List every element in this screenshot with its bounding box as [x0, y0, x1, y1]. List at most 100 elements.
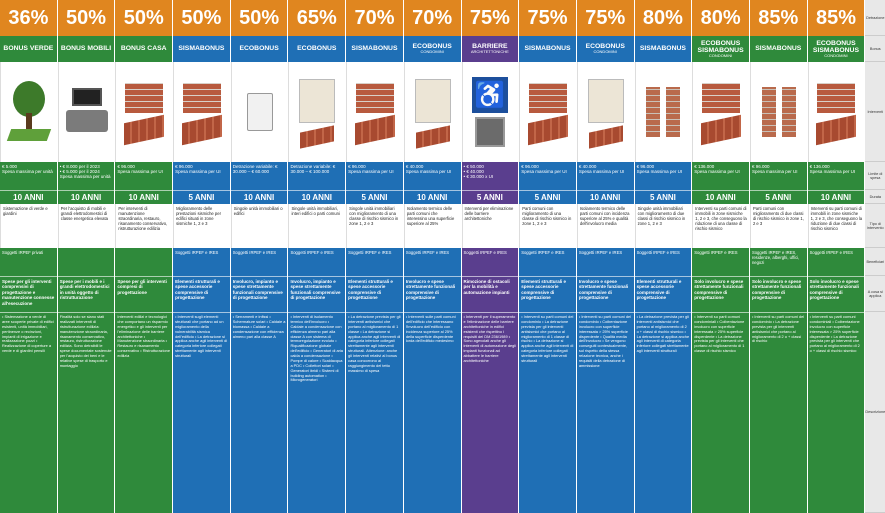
intervention-type: Interventi su parti comuni di immobili i…: [692, 204, 749, 248]
bonus-name: ECOBONUS: [288, 36, 346, 62]
intervention-type: Per l'acquisto di mobili e grandi elettr…: [57, 204, 115, 248]
applies-to: Elementi strutturali e spese accessorie …: [519, 276, 576, 312]
intervention-type: Interventi per eliminazione delle barrie…: [461, 204, 519, 248]
percentage-badge: 65%: [288, 0, 346, 36]
bonus-subtitle: CONDOMINI: [420, 49, 444, 55]
percentage-badge: 70%: [403, 0, 461, 36]
bonus-name: ECOBONUS: [230, 36, 288, 62]
bonus-name: SISMABONUS: [173, 36, 230, 62]
spending-limit: € 96.000 Spesa massima per UI: [346, 162, 403, 190]
house-icon: [124, 83, 165, 146]
beneficiaries: Soggetti IRPEF e IRES: [403, 248, 461, 276]
bonus-title: ECOBONUS SISMABONUS: [697, 39, 744, 54]
wall-icon: [354, 83, 395, 146]
tree-icon: [6, 81, 52, 143]
panel-icon: [299, 79, 336, 149]
bonus-name: ECOBONUS CONDOMINI: [403, 36, 461, 62]
spending-limit: € 96.000 Spesa massima per UI: [749, 162, 807, 190]
bonus-column: 50% ECOBONUS Detrazione variabile: € 30.00…: [230, 0, 289, 513]
bonus-name: SISMABONUS: [749, 36, 807, 62]
bonus-title: BARRIERE: [472, 43, 508, 51]
percentage-badge: 75%: [576, 0, 634, 36]
boiler-icon: [246, 93, 273, 131]
intervention-image: [173, 62, 230, 162]
bonus-title: SISMABONUS: [639, 45, 686, 53]
spending-limit: € 96.000 Spesa massima per UI: [173, 162, 230, 190]
bonus-title: SISMABONUS: [524, 45, 571, 53]
beneficiaries: [57, 248, 115, 276]
wall-icon: [701, 83, 742, 146]
intervention-image: [230, 62, 288, 162]
description: • Interventi su parti comuni del condomi…: [749, 312, 807, 513]
spending-limit: € 40.000 Spesa massima per UI: [403, 162, 461, 190]
spending-limit: • € 8.000 per il 2023 • € 5.000 per il 2…: [57, 162, 115, 190]
intervention-type: Parti comuni con miglioramento di una cl…: [519, 204, 576, 248]
row-label-pct: Detrazione: [865, 0, 885, 36]
beneficiaries: Soggetti IRPEF e IRES, residenze, alberg…: [749, 248, 807, 276]
bonus-column: 75% BARRIERE ARCHITETTONICHE ♿ • € 50.000 • …: [461, 0, 520, 513]
intervention-type: Singole unità immobiliari con migliorame…: [634, 204, 692, 248]
duration: 10 ANNI: [115, 190, 173, 204]
beneficiaries: Soggetti IRPEF e IRES: [288, 248, 346, 276]
bonus-subtitle: CONDOMINI: [593, 49, 617, 55]
beneficiaries: [115, 248, 173, 276]
bonus-name: BONUS CASA: [115, 36, 173, 62]
percentage-badge: 85%: [807, 0, 865, 36]
bonus-column: 85% SISMABONUS € 96.000 Spesa massima per …: [749, 0, 808, 513]
bonus-column: 75% ECOBONUS CONDOMINI € 40.000 Spesa massi…: [576, 0, 635, 513]
intervention-image: [403, 62, 461, 162]
intervention-image: [115, 62, 173, 162]
intervention-type: Sistemazione di verde e giardini: [0, 204, 57, 248]
spending-limit: Detrazione variabile: € 30.000 – € 100.0…: [288, 162, 346, 190]
bonus-name: SISMABONUS: [634, 36, 692, 62]
intervention-image: [692, 62, 749, 162]
beneficiaries: Soggetti IRPEF privati: [0, 248, 57, 276]
intervention-type: Miglioramento delle prestazioni sismiche…: [173, 204, 230, 248]
description: • Interventi su parti comuni del condomi…: [576, 312, 634, 513]
applies-to: Involucro e spese strettamente funzional…: [403, 276, 461, 312]
bonus-title: ECOBONUS: [585, 43, 625, 51]
bonus-title: ECOBONUS SISMABONUS: [812, 39, 859, 54]
description: • Interventi sugli elementi strutturali …: [173, 312, 230, 513]
description: • Interventi di isolamento termico dell'…: [288, 312, 346, 513]
bonus-name: ECOBONUS SISMABONUS CONDOMINI: [807, 36, 865, 62]
percentage-badge: 50%: [57, 0, 115, 36]
applies-to: Solo involucro e spese strettamente funz…: [692, 276, 749, 312]
description: • Interventi su parti comuni condominial…: [807, 312, 865, 513]
bonus-name: ECOBONUS CONDOMINI: [576, 36, 634, 62]
duration: 10 ANNI: [692, 190, 749, 204]
duration: 5 ANNI: [634, 190, 692, 204]
intervention-image: [807, 62, 865, 162]
bonus-column: 75% SISMABONUS € 96.000 Spesa massima per …: [519, 0, 577, 513]
wall-icon: [181, 83, 222, 146]
column-icon: [761, 87, 796, 137]
applies-to: Spese per gli interventi comprensivi di …: [0, 276, 57, 312]
percentage-badge: 50%: [230, 0, 288, 36]
spending-limit: € 40.000 Spesa massima per UI: [576, 162, 634, 190]
bonus-column: 85% ECOBONUS SISMABONUS CONDOMINI € 136.000…: [807, 0, 866, 513]
applies-to: Elementi strutturali e spese accessorie …: [173, 276, 230, 312]
bonus-title: BONUS CASA: [120, 45, 167, 53]
intervention-type: Isolamento termico delle parti comuni ch…: [403, 204, 461, 248]
intervention-type: Singole unità immobiliari o edifici: [230, 204, 288, 248]
intervention-image: [576, 62, 634, 162]
intervention-image: [346, 62, 403, 162]
bonus-column: 50% BONUS MOBILI • € 8.000 per il 2023 • €…: [57, 0, 116, 513]
description: • Sistemazione a verde di aree scoperte …: [0, 312, 57, 513]
bonus-title: ECOBONUS: [239, 45, 279, 53]
sofa-icon: [65, 88, 108, 136]
row-label-benef: Beneficiari: [865, 248, 885, 276]
percentage-badge: 36%: [0, 0, 57, 36]
bonus-name: BONUS VERDE: [0, 36, 57, 62]
bonus-title: SISMABONUS: [351, 45, 398, 53]
row-label-years: Durata: [865, 190, 885, 204]
bonus-column: 70% ECOBONUS CONDOMINI € 40.000 Spesa massi…: [403, 0, 462, 513]
duration: 10 ANNI: [576, 190, 634, 204]
applies-to: Elementi strutturali e spese accessorie …: [634, 276, 692, 312]
description: • Interventi su parti comuni condominial…: [692, 312, 749, 513]
duration: 5 ANNI: [173, 190, 230, 204]
bonus-column: 36% BONUS VERDE € 5.000 Spesa massima per …: [0, 0, 58, 513]
spending-limit: € 96.000 Spesa massima per UI: [519, 162, 576, 190]
bonus-column: 80% SISMABONUS € 96.000 Spesa massima per …: [634, 0, 693, 513]
applies-to: Rimozione di ostacoli per la mobilità e …: [461, 276, 519, 312]
